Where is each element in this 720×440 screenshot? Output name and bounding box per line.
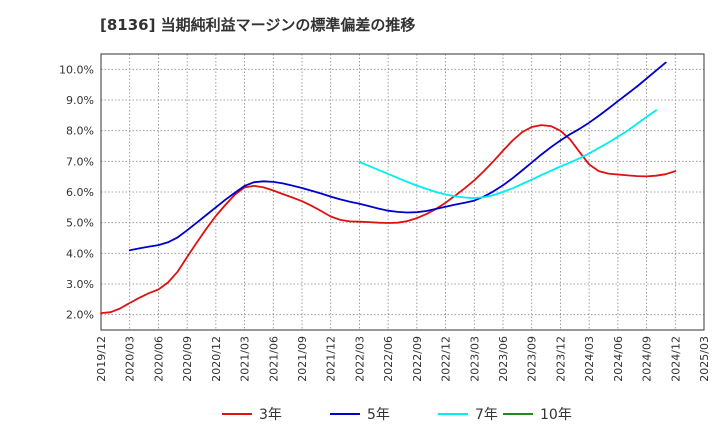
x-tick-label: 2021/12 (325, 336, 338, 382)
x-tick-label: 2020/09 (181, 336, 194, 382)
x-tick-label: 2023/09 (526, 336, 539, 382)
chart-title: [8136] 当期純利益マージンの標準偏差の推移 (100, 16, 415, 34)
x-tick-label: 2024/03 (583, 336, 596, 382)
grid (101, 54, 704, 330)
series-line-3 (358, 109, 657, 199)
y-tick-label: 4.0% (66, 247, 94, 260)
x-tick-label: 2019/12 (95, 336, 108, 382)
legend-label: 7年 (475, 407, 498, 423)
x-axis: 2019/12 2020/03 2020/06 2020/09 2020/12 2021/… (95, 336, 711, 382)
legend: 3年 5年 7年 10年 (222, 407, 572, 423)
x-tick-label: 2025/03 (698, 336, 711, 382)
legend-label: 3年 (259, 407, 282, 423)
x-tick-label: 2022/06 (382, 336, 395, 382)
series-lines (100, 61, 677, 314)
y-tick-label: 8.0% (66, 125, 94, 138)
x-tick-label: 2024/09 (641, 336, 654, 382)
y-tick-label: 5.0% (66, 217, 94, 230)
x-tick-label: 2023/12 (554, 336, 567, 382)
legend-label: 10年 (540, 407, 572, 423)
x-tick-label: 2021/03 (239, 336, 252, 382)
y-tick-label: 9.0% (66, 94, 94, 107)
x-tick-label: 2023/06 (497, 336, 510, 382)
x-tick-label: 2022/12 (440, 336, 453, 382)
legend-label: 5年 (367, 407, 390, 423)
x-tick-label: 2022/03 (353, 336, 366, 382)
series-line-1 (100, 124, 677, 314)
y-tick-label: 7.0% (66, 155, 94, 168)
y-tick-label: 6.0% (66, 186, 94, 199)
series-line-2 (128, 61, 667, 252)
x-tick-label: 2024/12 (669, 336, 682, 382)
plot-area (100, 53, 705, 331)
y-tick-label: 2.0% (66, 309, 94, 322)
y-axis: 2.0% 3.0% 4.0% 5.0% 6.0% 7.0% 8.0% 9.0% 10.0% (59, 63, 94, 321)
x-tick-label: 2021/06 (267, 336, 280, 382)
x-tick-label: 2022/09 (411, 336, 424, 382)
x-tick-label: 2024/06 (612, 336, 625, 382)
y-tick-label: 3.0% (66, 278, 94, 291)
y-tick-label: 10.0% (59, 63, 94, 76)
x-tick-label: 2020/06 (152, 336, 165, 382)
x-tick-label: 2020/03 (124, 336, 137, 382)
x-tick-label: 2021/09 (296, 336, 309, 382)
x-tick-label: 2020/12 (210, 336, 223, 382)
x-tick-label: 2023/03 (468, 336, 481, 382)
